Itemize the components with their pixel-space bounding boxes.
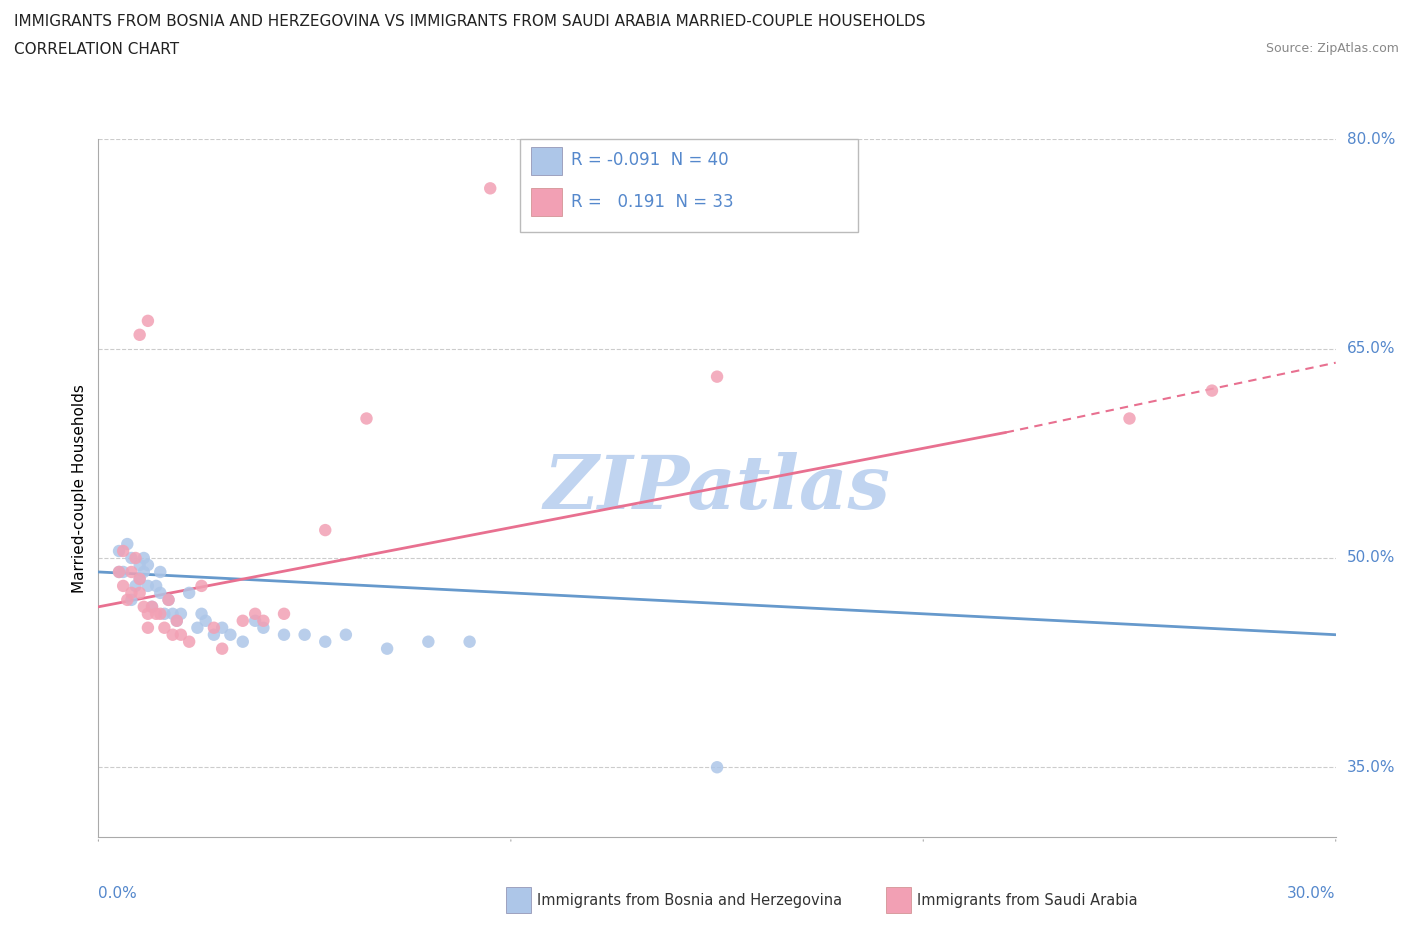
Point (706, 369, 728, 384)
Point (112, 565, 135, 579)
Point (190, 578, 212, 593)
Text: R = -0.091  N = 40: R = -0.091 N = 40 (571, 151, 728, 169)
Point (145, 606, 167, 621)
Point (153, 620, 176, 635)
Point (1118, 411, 1140, 426)
Point (108, 565, 131, 579)
Point (211, 620, 233, 635)
Text: 80.0%: 80.0% (1347, 132, 1395, 147)
Point (132, 565, 155, 579)
Point (141, 599, 163, 614)
Point (418, 634, 440, 649)
Point (162, 606, 184, 621)
Point (211, 642, 233, 657)
Point (132, 599, 155, 614)
Text: 35.0%: 35.0% (1347, 760, 1395, 775)
Point (190, 606, 212, 621)
Point (136, 606, 159, 621)
Y-axis label: Married-couple Households: Married-couple Households (72, 384, 87, 592)
Point (243, 614, 266, 629)
Point (128, 571, 150, 587)
Point (1201, 383, 1223, 398)
Point (202, 628, 225, 643)
Point (202, 620, 225, 635)
Point (112, 543, 135, 558)
Text: Immigrants from Saudi Arabia: Immigrants from Saudi Arabia (917, 893, 1137, 908)
Point (170, 628, 193, 643)
Point (479, 180, 502, 196)
Point (273, 606, 295, 621)
Point (145, 578, 167, 593)
Point (243, 606, 266, 621)
Text: Source: ZipAtlas.com: Source: ZipAtlas.com (1265, 42, 1399, 55)
Point (252, 614, 274, 629)
Point (335, 628, 357, 643)
Point (166, 614, 188, 629)
Point (179, 634, 201, 649)
Point (112, 578, 135, 593)
Point (149, 586, 172, 601)
Text: 50.0%: 50.0% (1347, 551, 1395, 565)
Point (314, 523, 336, 538)
Point (157, 592, 180, 607)
Point (219, 628, 242, 643)
Point (149, 565, 172, 579)
Point (162, 628, 184, 643)
Point (458, 634, 481, 649)
Point (314, 634, 336, 649)
Point (153, 606, 176, 621)
Point (273, 628, 295, 643)
Point (232, 634, 254, 649)
Point (120, 551, 142, 565)
Point (128, 558, 150, 573)
Point (194, 614, 217, 629)
Text: 65.0%: 65.0% (1347, 341, 1395, 356)
Point (157, 592, 180, 607)
Point (149, 606, 172, 621)
Point (132, 551, 155, 565)
Point (120, 565, 142, 579)
Text: IMMIGRANTS FROM BOSNIA AND HERZEGOVINA VS IMMIGRANTS FROM SAUDI ARABIA MARRIED-C: IMMIGRANTS FROM BOSNIA AND HERZEGOVINA V… (14, 14, 925, 29)
Text: CORRELATION CHART: CORRELATION CHART (14, 42, 179, 57)
Point (136, 578, 159, 593)
Point (128, 586, 150, 601)
Text: 0.0%: 0.0% (98, 885, 138, 901)
Point (136, 313, 159, 328)
Point (179, 586, 201, 601)
Point (108, 543, 131, 558)
Point (232, 614, 254, 629)
Point (117, 592, 139, 607)
Point (124, 551, 146, 565)
Text: ZIPatlas: ZIPatlas (544, 452, 890, 525)
Point (108, 565, 131, 579)
Point (120, 592, 142, 607)
Point (170, 606, 193, 621)
Point (356, 411, 378, 426)
Point (128, 327, 150, 342)
Text: R =   0.191  N = 33: R = 0.191 N = 33 (571, 193, 734, 211)
Point (294, 628, 316, 643)
Point (706, 760, 728, 775)
Point (117, 537, 139, 551)
Point (186, 620, 208, 635)
Text: 30.0%: 30.0% (1288, 885, 1336, 901)
Point (141, 599, 163, 614)
Point (375, 642, 398, 657)
Text: Immigrants from Bosnia and Herzegovina: Immigrants from Bosnia and Herzegovina (537, 893, 842, 908)
Point (252, 620, 274, 635)
Point (166, 614, 188, 629)
Point (128, 571, 150, 587)
Point (124, 578, 146, 593)
Point (136, 558, 159, 573)
Point (136, 620, 159, 635)
Point (120, 586, 142, 601)
